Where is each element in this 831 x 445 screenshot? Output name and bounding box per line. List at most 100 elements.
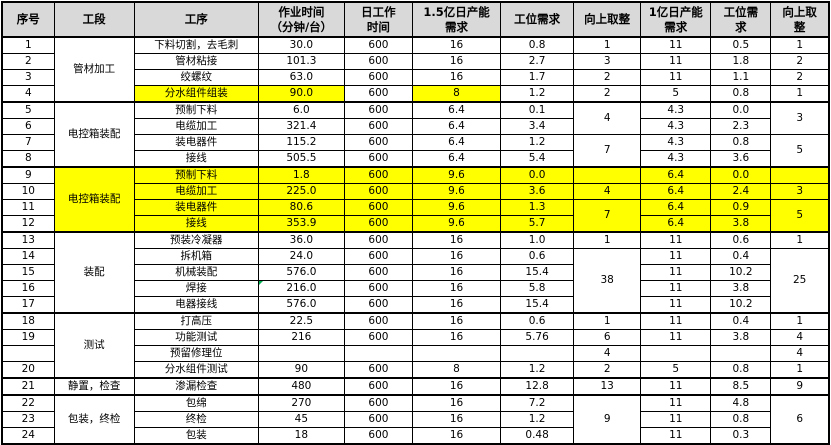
cell-ceil15[interactable]: 1 — [573, 231, 642, 249]
cell-process[interactable]: 装电器件 — [133, 134, 259, 151]
cell-cap10[interactable]: 11 — [640, 36, 712, 54]
cell-req10[interactable]: 4.8 — [710, 394, 772, 412]
cell-cap15[interactable]: 16 — [411, 280, 502, 297]
cell-cap10[interactable]: 11 — [640, 312, 712, 330]
cell-no[interactable]: 19 — [1, 329, 55, 346]
cell-ceil15[interactable]: 1 — [573, 312, 642, 330]
cell-section[interactable]: 电控箱装配 — [53, 101, 135, 168]
cell-no[interactable]: 18 — [1, 312, 55, 330]
cell-req15[interactable]: 1.2 — [500, 85, 575, 103]
cell-cap10[interactable]: 11 — [640, 411, 712, 428]
cell-cap10[interactable]: 11 — [640, 53, 712, 70]
cell-ceil10[interactable]: 5 — [770, 134, 830, 168]
cell-process[interactable]: 接线 — [133, 150, 259, 168]
cell-req15[interactable]: 0.0 — [500, 166, 575, 184]
cell-ceil15[interactable]: 13 — [573, 377, 642, 396]
cell-time[interactable] — [257, 345, 345, 362]
cell-cap10[interactable]: 4.3 — [640, 134, 712, 151]
cell-daily[interactable]: 600 — [343, 166, 413, 184]
cell-req10[interactable]: 1.8 — [710, 53, 772, 70]
cell-cap15[interactable]: 16 — [411, 377, 502, 396]
cell-req15[interactable]: 0.48 — [500, 427, 575, 445]
cell-time[interactable]: 6.0 — [257, 101, 345, 119]
cell-process[interactable]: 终检 — [133, 411, 259, 428]
cell-no[interactable] — [1, 345, 55, 362]
cell-time[interactable]: 353.9 — [257, 215, 345, 233]
cell-daily[interactable]: 600 — [343, 296, 413, 314]
cell-cap10[interactable]: 11 — [640, 280, 712, 297]
cell-cap15[interactable]: 16 — [411, 312, 502, 330]
cell-daily[interactable]: 600 — [343, 36, 413, 54]
header-section[interactable]: 工段 — [53, 1, 135, 38]
cell-no[interactable]: 24 — [1, 427, 55, 445]
cell-process[interactable]: 预装冷凝器 — [133, 231, 259, 249]
cell-cap10[interactable]: 11 — [640, 329, 712, 346]
cell-req15[interactable]: 5.8 — [500, 280, 575, 297]
cell-ceil10[interactable]: 2 — [770, 69, 830, 86]
cell-req10[interactable]: 0.4 — [710, 248, 772, 265]
cell-ceil15[interactable]: 1 — [573, 36, 642, 54]
cell-cap15[interactable]: 9.6 — [411, 199, 502, 216]
cell-daily[interactable]: 600 — [343, 394, 413, 412]
cell-daily[interactable]: 600 — [343, 199, 413, 216]
cell-time[interactable]: 36.0 — [257, 231, 345, 249]
cell-req15[interactable]: 5.4 — [500, 150, 575, 168]
cell-cap10[interactable]: 4.3 — [640, 101, 712, 119]
cell-no[interactable]: 6 — [1, 118, 55, 135]
cell-req10[interactable]: 3.8 — [710, 280, 772, 297]
header-cap-100m[interactable]: 1亿日产能 需求 — [640, 1, 712, 38]
cell-ceil15[interactable] — [573, 166, 642, 184]
cell-ceil15[interactable]: 4 — [573, 101, 642, 135]
cell-no[interactable]: 17 — [1, 296, 55, 314]
cell-section[interactable]: 包装，终检 — [53, 394, 135, 445]
header-station-req-100m[interactable]: 工位需 求 — [710, 1, 772, 38]
cell-time[interactable]: 216 — [257, 329, 345, 346]
cell-req15[interactable]: 1.2 — [500, 411, 575, 428]
cell-no[interactable]: 14 — [1, 248, 55, 265]
cell-process[interactable]: 电缆加工 — [133, 183, 259, 200]
cell-time[interactable]: 321.4 — [257, 118, 345, 135]
cell-ceil15[interactable]: 38 — [573, 248, 642, 314]
cell-cap10[interactable]: 11 — [640, 394, 712, 412]
cell-no[interactable]: 12 — [1, 215, 55, 233]
cell-req15[interactable]: 5.76 — [500, 329, 575, 346]
cell-daily[interactable]: 600 — [343, 85, 413, 103]
cell-ceil10[interactable]: 2 — [770, 53, 830, 70]
cell-process[interactable]: 渗漏检查 — [133, 377, 259, 396]
cell-cap15[interactable] — [411, 345, 502, 362]
cell-no[interactable]: 22 — [1, 394, 55, 412]
cell-daily[interactable]: 600 — [343, 69, 413, 86]
cell-section[interactable]: 装配 — [53, 231, 135, 314]
cell-cap10[interactable] — [640, 345, 712, 362]
cell-req15[interactable]: 1.0 — [500, 231, 575, 249]
cell-ceil15[interactable]: 4 — [573, 183, 642, 200]
cell-cap10[interactable]: 4.3 — [640, 150, 712, 168]
cell-req10[interactable]: 0.3 — [710, 427, 772, 445]
cell-time[interactable]: 225.0 — [257, 183, 345, 200]
cell-no[interactable]: 2 — [1, 53, 55, 70]
cell-time[interactable]: 115.2 — [257, 134, 345, 151]
cell-cap15[interactable]: 16 — [411, 411, 502, 428]
header-station-req-150m[interactable]: 工位需求 — [500, 1, 575, 38]
cell-no[interactable]: 15 — [1, 264, 55, 281]
cell-daily[interactable]: 600 — [343, 231, 413, 249]
cell-no[interactable]: 4 — [1, 85, 55, 103]
cell-daily[interactable]: 600 — [343, 53, 413, 70]
cell-ceil15[interactable]: 7 — [573, 199, 642, 233]
cell-req15[interactable]: 3.4 — [500, 118, 575, 135]
cell-process[interactable]: 接线 — [133, 215, 259, 233]
cell-section[interactable]: 电控箱装配 — [53, 166, 135, 233]
cell-req15[interactable]: 0.1 — [500, 101, 575, 119]
cell-req10[interactable]: 10.2 — [710, 296, 772, 314]
cell-req10[interactable]: 2.4 — [710, 183, 772, 200]
cell-ceil15[interactable]: 6 — [573, 329, 642, 346]
cell-req10[interactable]: 0.8 — [710, 411, 772, 428]
cell-req15[interactable]: 0.6 — [500, 312, 575, 330]
cell-ceil10[interactable]: 3 — [770, 183, 830, 200]
cell-process[interactable]: 拆机箱 — [133, 248, 259, 265]
header-round-up-100m[interactable]: 向上取 整 — [770, 1, 830, 38]
cell-time[interactable]: 1.8 — [257, 166, 345, 184]
cell-daily[interactable]: 600 — [343, 134, 413, 151]
cell-ceil10[interactable]: 1 — [770, 312, 830, 330]
cell-process[interactable]: 包绵 — [133, 394, 259, 412]
